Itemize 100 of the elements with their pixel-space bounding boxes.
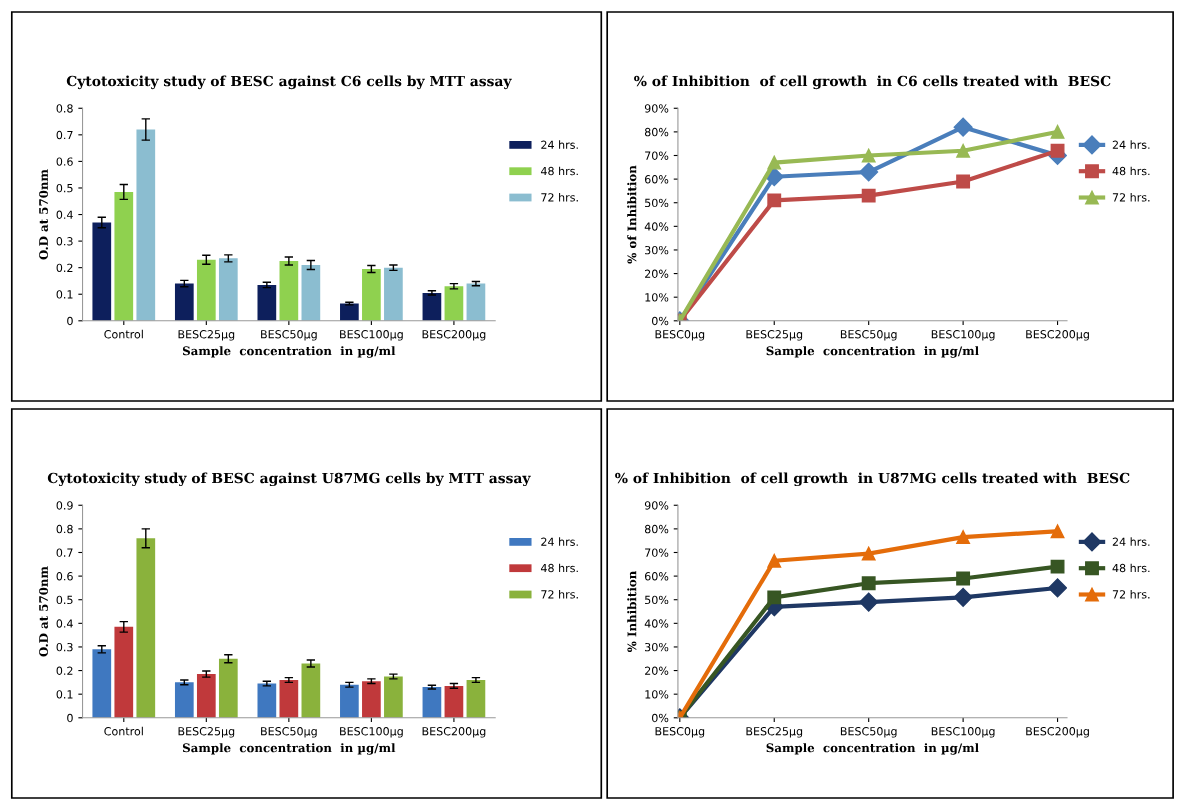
x-tick-label: BESC50µg (840, 727, 897, 738)
bar (301, 265, 321, 321)
legend-label: 48 hrs. (1112, 166, 1150, 176)
y-tick-label: 50% (645, 198, 669, 208)
y-tick-label: 30% (645, 245, 669, 255)
x-tick-label: BESC25µg (178, 330, 235, 341)
y-tick-label: 0.7 (56, 548, 73, 557)
x-tick-label: BESC0µg (655, 330, 705, 341)
x-tick-label: BESC0µg (655, 727, 705, 738)
y-tick-label: 80% (644, 127, 669, 137)
legend-label: 72 hrs. (1112, 589, 1150, 599)
chart-title: % of Inhibition of cell growth in C6 cells treated with BESC (634, 75, 1111, 90)
y-tick-label: 30% (645, 642, 669, 652)
y-tick-label: 0 (67, 713, 73, 723)
legend-label: 72 hrs. (1112, 192, 1150, 202)
bar (279, 680, 299, 718)
x-tick-label: BESC100µg (340, 330, 403, 341)
y-axis-title: % of Inhibition (627, 165, 637, 264)
y-tick-label: 70% (645, 151, 669, 160)
point (953, 117, 973, 137)
x-tick-label: BESC100µg (340, 727, 403, 738)
y-tick-label: 10% (645, 293, 669, 302)
bar (174, 682, 194, 718)
y-tick-label: 20% (645, 666, 669, 675)
point (953, 587, 973, 607)
bar (362, 681, 381, 718)
y-axis-title: O.D at 570nm (39, 566, 48, 657)
y-tick-label: 90% (644, 501, 669, 510)
y-tick-label: 0.3 (56, 642, 73, 652)
y-tick-label: 10% (645, 690, 669, 699)
legend-label: 24 hrs. (541, 140, 578, 149)
bar (444, 286, 464, 321)
y-tick-label: 20% (645, 269, 669, 278)
y-tick-label: 60% (644, 572, 669, 581)
legend-label: 48 hrs. (1112, 563, 1150, 573)
bar (196, 259, 216, 321)
legend-label: 72 hrs. (541, 589, 578, 599)
x-axis-title: Sample concentration in µg/ml (766, 743, 979, 755)
point (956, 174, 971, 189)
y-tick-label: 50% (645, 595, 669, 605)
bar (301, 663, 321, 718)
y-tick-label: 0.4 (56, 619, 73, 628)
bar (114, 626, 134, 718)
bar (257, 683, 277, 718)
bar (136, 129, 156, 321)
y-tick-label: 0% (652, 713, 669, 723)
y-tick-label: 0.9 (56, 501, 73, 510)
point (861, 546, 876, 561)
bar (92, 649, 112, 718)
y-tick-label: 0.6 (56, 572, 73, 581)
y-tick-label: 40% (644, 222, 669, 231)
point (767, 155, 782, 170)
x-tick-label: BESC100µg (931, 727, 995, 738)
point (859, 162, 879, 182)
y-tick-label: 0.2 (56, 263, 73, 273)
x-tick-label: Control (104, 329, 143, 339)
x-tick-label: BESC50µg (261, 330, 317, 341)
y-tick-label: 0.8 (56, 524, 73, 534)
y-tick-label: 70% (645, 548, 669, 557)
y-tick-label: 0.4 (56, 210, 73, 219)
point (861, 148, 876, 163)
y-tick-label: 0.8 (56, 104, 73, 113)
bar (218, 658, 238, 718)
legend-label: 48 hrs. (540, 166, 578, 176)
y-tick-label: 0.1 (56, 290, 73, 299)
y-tick-label: 0.5 (56, 595, 73, 605)
x-tick-label: BESC200µg (1026, 330, 1089, 341)
point (767, 193, 782, 208)
y-axis-title: O.D at 570nm (39, 169, 48, 260)
bar (279, 261, 299, 321)
point (1048, 578, 1067, 598)
point (956, 143, 971, 158)
point (956, 571, 971, 586)
chart-title: Cytotoxicity study of BESC against C6 cells by MTT assay (66, 75, 512, 90)
bar (257, 284, 277, 321)
legend-label: 48 hrs. (540, 563, 578, 573)
y-tick-label: 0.2 (56, 666, 73, 675)
x-axis-title: Sample concentration in µg/ml (766, 346, 979, 358)
point (1050, 559, 1065, 574)
bar (114, 191, 134, 321)
y-tick-label: 0 (67, 316, 73, 326)
y-tick-label: 60% (644, 175, 669, 184)
legend-label: 24 hrs. (1112, 537, 1150, 546)
point (956, 530, 971, 545)
x-tick-label: BESC100µg (931, 330, 995, 341)
legend-label: 24 hrs. (1112, 140, 1150, 149)
x-tick-label: BESC25µg (746, 727, 803, 738)
x-tick-label: BESC25µg (178, 727, 235, 738)
bar (218, 258, 238, 321)
y-tick-label: 40% (644, 619, 669, 628)
y-tick-label: 80% (644, 524, 669, 534)
bar (92, 222, 112, 321)
y-tick-label: 0.7 (56, 130, 73, 140)
y-tick-label: 0.6 (56, 157, 73, 166)
x-axis-title: Sample concentration in µg/ml (182, 346, 396, 358)
bar (362, 269, 381, 321)
bar (384, 267, 403, 321)
bar (196, 674, 216, 718)
x-tick-label: BESC200µg (422, 330, 486, 341)
point (861, 188, 876, 203)
